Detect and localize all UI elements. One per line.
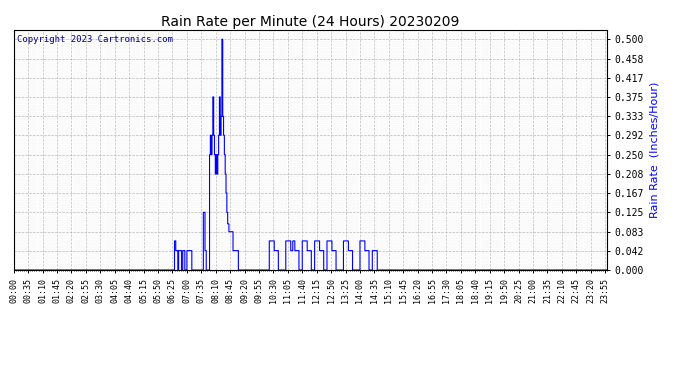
Y-axis label: Rain Rate  (Inches/Hour): Rain Rate (Inches/Hour)	[650, 82, 660, 218]
Title: Rain Rate per Minute (24 Hours) 20230209: Rain Rate per Minute (24 Hours) 20230209	[161, 15, 460, 29]
Text: Copyright 2023 Cartronics.com: Copyright 2023 Cartronics.com	[17, 35, 172, 44]
